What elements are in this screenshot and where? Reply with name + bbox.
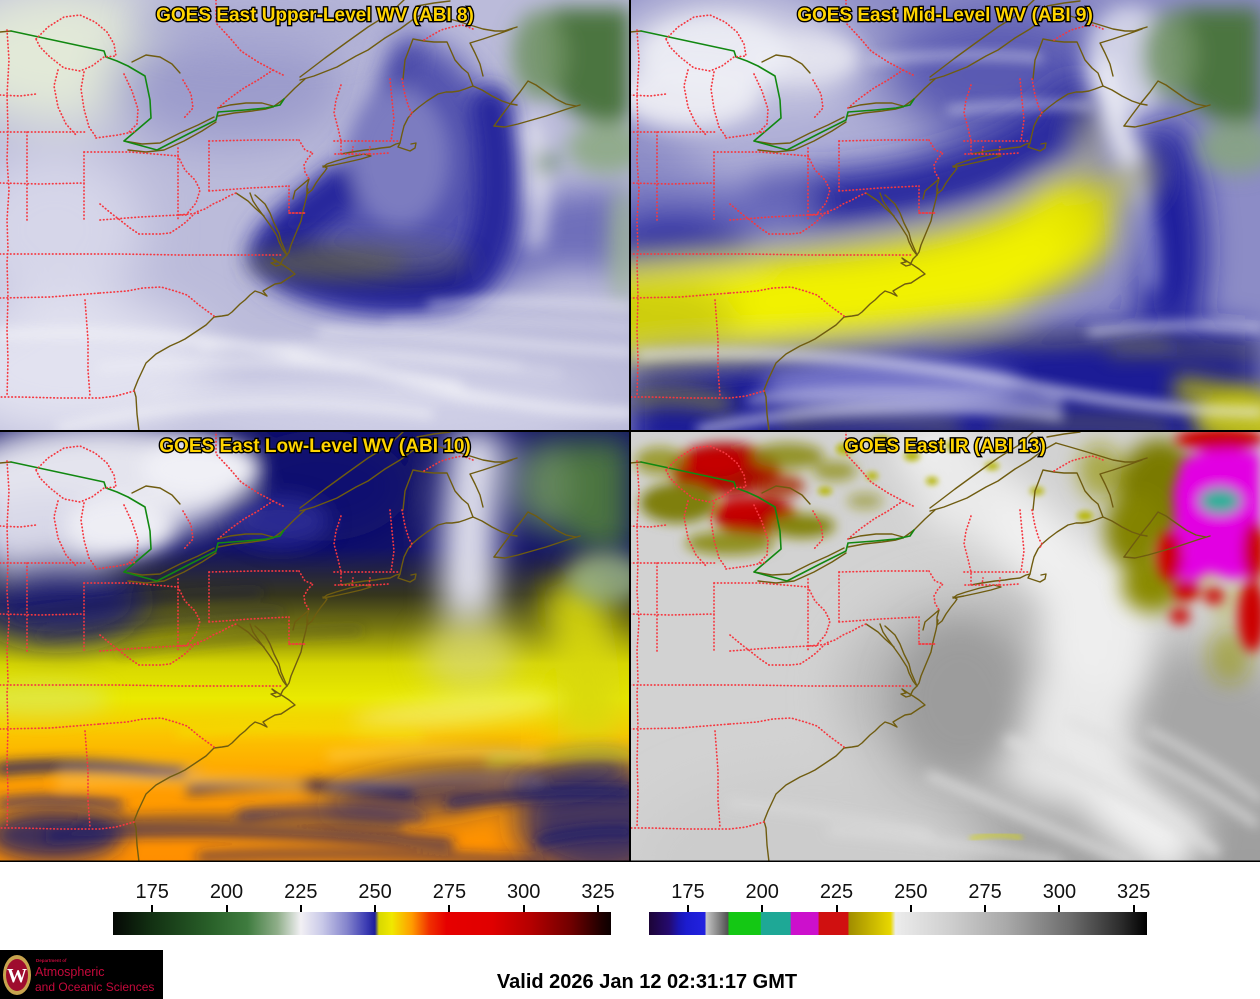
svg-text:GOES East Upper-Level WV (ABI: GOES East Upper-Level WV (ABI 8) <box>156 5 474 26</box>
svg-text:Department of: Department of <box>36 958 67 963</box>
svg-text:GOES East IR (ABI 13): GOES East IR (ABI 13) <box>844 436 1046 457</box>
svg-text:and Oceanic Sciences: and Oceanic Sciences <box>35 980 154 994</box>
svg-text:Atmospheric: Atmospheric <box>35 965 104 979</box>
svg-text:GOES East Mid-Level WV (ABI 9): GOES East Mid-Level WV (ABI 9) <box>797 5 1093 26</box>
svg-text:GOES East Low-Level WV (ABI 10: GOES East Low-Level WV (ABI 10) <box>159 436 470 457</box>
svg-text:W: W <box>7 965 27 987</box>
